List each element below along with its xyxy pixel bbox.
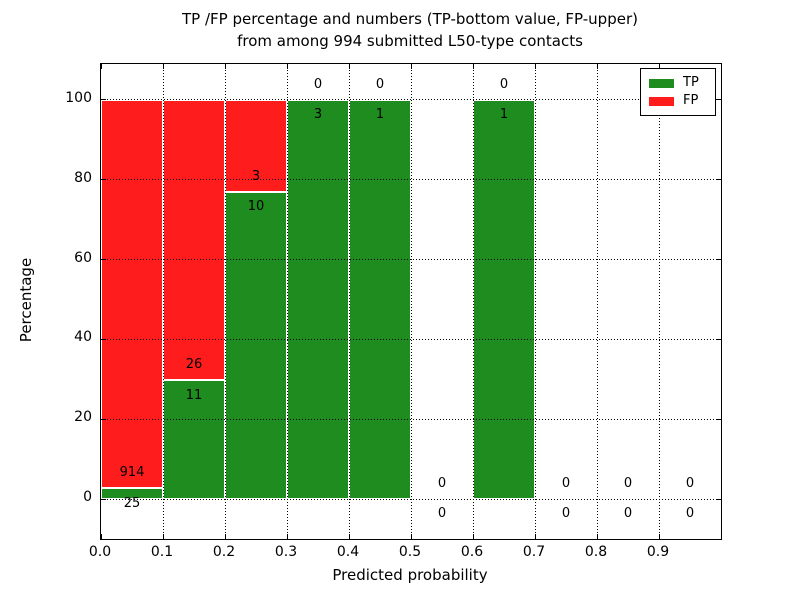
fp-count-label: 3 [251,168,261,184]
x-axis-tick [100,534,102,539]
fp-count-label: 0 [623,475,633,491]
fp-count-label: 0 [499,76,509,92]
plot-area: TP FP 914 25 26 11 3 10 0 3 0 1 0 0 0 1 0 0 0 0 0 0 [100,63,722,540]
y-axis-tick [101,99,106,101]
legend-swatch-fp [649,96,674,106]
bar-segment-tp [163,380,225,500]
chart-title: TP /FP percentage and numbers (TP-bottom… [100,8,720,52]
x-axis-label: Predicted probability [332,566,488,584]
x-axis-tick [658,534,660,539]
x-axis-top-tick [658,64,660,69]
tp-count-label: 0 [623,506,633,522]
tp-count-label: 10 [247,199,265,215]
y-axis-tick [101,338,106,340]
x-tick-label: 0.7 [522,544,546,560]
fp-count-label: 914 [119,465,145,481]
legend: TP FP [640,68,716,116]
gridline-vertical [472,64,474,539]
legend-entry-fp: FP [649,92,711,110]
x-tick-label: 0.9 [646,544,670,560]
fp-count-label: 0 [561,475,571,491]
x-tick-label: 0.3 [274,544,298,560]
gridline-vertical [534,64,536,539]
legend-swatch-tp [649,78,674,88]
y-axis-right-tick [716,179,721,181]
y-axis-tick [101,498,106,500]
gridline-vertical [162,64,164,539]
gridline-vertical [658,64,660,539]
x-axis-tick [534,534,536,539]
x-axis-top-tick [596,64,598,69]
tp-count-label: 1 [499,107,509,123]
x-tick-label: 0.4 [336,544,360,560]
bar-segment-fp [225,99,287,193]
tp-count-label: 25 [123,495,141,511]
x-axis-top-tick [224,64,226,69]
x-tick-label: 0.0 [88,544,112,560]
bar-segment-tp [349,99,411,500]
x-axis-top-tick [286,64,288,69]
fp-count-label: 0 [685,475,695,491]
y-axis-right-tick [716,99,721,101]
x-axis-tick [286,534,288,539]
gridline-vertical [224,64,226,539]
fp-count-label: 0 [313,76,323,92]
x-tick-label: 0.6 [460,544,484,560]
legend-label-fp: FP [683,93,699,108]
y-axis-tick [101,179,106,181]
x-axis-top-tick [472,64,474,69]
fp-count-label: 0 [375,76,385,92]
x-axis-tick [472,534,474,539]
y-axis-tick [101,259,106,261]
y-axis-label: Percentage [17,257,35,343]
tp-count-label: 11 [185,387,203,403]
x-axis-tick [162,534,164,539]
bar-segment-fp [101,99,163,489]
y-tick-label: 40 [74,329,92,346]
x-axis-tick [410,534,412,539]
y-axis-right-tick [716,259,721,261]
legend-entry-tp: TP [649,74,711,92]
gridline-vertical [348,64,350,539]
x-axis-top-tick [410,64,412,69]
gridline-vertical [286,64,288,539]
bar-segment-tp [473,99,535,500]
x-axis-top-tick [534,64,536,69]
x-tick-label: 0.8 [584,544,608,560]
y-tick-label: 100 [65,89,92,106]
y-tick-label: 80 [74,169,92,186]
tp-count-label: 1 [375,107,385,123]
gridline-vertical [410,64,412,539]
y-axis-right-tick [716,498,721,500]
y-tick-label: 0 [83,489,92,506]
tp-count-label: 0 [561,506,571,522]
x-axis-top-tick [100,64,102,69]
x-axis-top-tick [348,64,350,69]
y-axis-right-tick [716,418,721,420]
x-axis-tick [348,534,350,539]
y-axis-tick [101,418,106,420]
chart-title-line1: TP /FP percentage and numbers (TP-bottom… [182,10,638,28]
tp-count-label: 0 [685,506,695,522]
legend-label-tp: TP [683,75,699,90]
bar-segment-tp [287,99,349,500]
x-axis-top-tick [162,64,164,69]
fp-count-label: 0 [437,475,447,491]
chart-title-line2: from among 994 submitted L50-type contac… [237,32,583,50]
fp-count-label: 26 [185,357,203,373]
tp-count-label: 0 [437,506,447,522]
x-tick-label: 0.1 [150,544,174,560]
x-axis-tick [596,534,598,539]
y-tick-label: 60 [74,249,92,266]
bar-segment-tp [225,192,287,500]
x-tick-label: 0.5 [398,544,422,560]
bar-segment-fp [163,99,225,381]
y-axis-right-tick [716,338,721,340]
tp-count-label: 3 [313,107,323,123]
gridline-vertical [596,64,598,539]
x-tick-label: 0.2 [212,544,236,560]
y-tick-label: 20 [74,409,92,426]
x-axis-tick [224,534,226,539]
